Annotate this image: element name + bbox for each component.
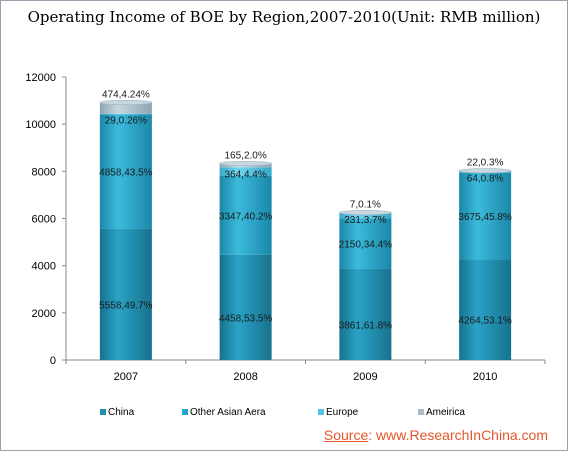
legend-item: Europe <box>318 407 359 418</box>
source-text: : www.ResearchInChina.com <box>368 427 548 443</box>
bar-top-cap <box>339 210 392 216</box>
y-tick-label: 4000 <box>32 261 56 273</box>
data-label: 4458,53.5% <box>219 313 272 324</box>
data-label: 231,3.7% <box>344 215 386 226</box>
legend-label: China <box>108 407 135 418</box>
legend-swatch <box>418 409 424 415</box>
bar-segment <box>339 268 392 360</box>
legend-label: Other Asian Aera <box>190 407 266 418</box>
data-label: 29,0.26% <box>105 116 147 127</box>
legend-label: Europe <box>326 407 359 418</box>
y-tick-label: 10000 <box>25 119 56 131</box>
bar-segment <box>99 113 152 115</box>
bar-top-cap <box>99 99 153 105</box>
legend-item: Ameirica <box>418 407 465 418</box>
y-tick-label: 2000 <box>32 308 56 320</box>
bar-top-cap <box>458 168 512 174</box>
data-label: 4858,43.5% <box>99 168 152 179</box>
y-tick-label: 12000 <box>25 72 56 84</box>
data-label: 165,2.0% <box>224 150 266 161</box>
legend-swatch <box>100 409 106 415</box>
chart-title: Operating Income of BOE by Region,2007-2… <box>27 8 541 26</box>
bar-segment <box>459 172 512 260</box>
data-label: 22,0.3% <box>467 158 504 169</box>
data-label: 5558,49.7% <box>99 300 152 311</box>
legend-item: Other Asian Aera <box>182 407 266 418</box>
legend-swatch <box>318 409 324 415</box>
data-label: 364,4.4% <box>224 169 266 180</box>
data-label: 3675,45.8% <box>458 212 511 223</box>
y-tick-label: 6000 <box>32 214 56 226</box>
bar-segment <box>219 167 272 176</box>
legend-label: Ameirica <box>426 407 465 418</box>
source-note: Source: www.ResearchInChina.com <box>324 427 548 443</box>
bar-segment <box>219 254 272 360</box>
bar-segment <box>339 212 392 219</box>
bar-segment <box>99 114 152 229</box>
data-label: 3861,61.8% <box>339 320 392 331</box>
bar-segment <box>339 218 392 269</box>
y-tick-label: 0 <box>50 355 56 367</box>
data-label: 474,4.24% <box>102 89 150 100</box>
bar-top-cap <box>219 160 272 166</box>
legend-item: China <box>100 407 135 418</box>
legend-swatch <box>182 409 188 415</box>
data-label: 4264,53.1% <box>458 316 511 327</box>
source-prefix: Source <box>323 427 369 443</box>
x-category-label: 2007 <box>114 371 138 383</box>
bar-segment <box>459 259 512 360</box>
bar-segment <box>99 102 152 114</box>
x-category-label: 2009 <box>353 371 377 383</box>
data-label: 3347,40.2% <box>219 211 272 222</box>
y-tick-label: 8000 <box>32 166 56 178</box>
bar-segment <box>99 228 152 360</box>
x-category-label: 2010 <box>473 371 497 383</box>
data-label: 2150,34.4% <box>339 240 392 251</box>
bar-segment <box>219 175 272 255</box>
data-label: 64,0.8% <box>467 173 504 184</box>
data-label: 7,0.1% <box>350 200 381 211</box>
x-category-label: 2008 <box>233 371 257 383</box>
